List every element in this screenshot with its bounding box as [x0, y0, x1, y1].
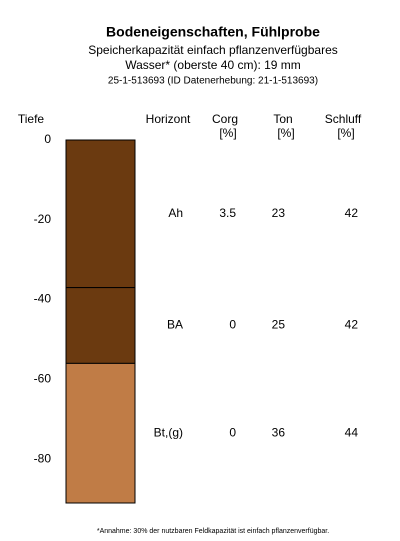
chart-title: Bodeneigenschaften, Fühlprobe [106, 24, 320, 40]
corg-value: 0 [229, 425, 236, 439]
column-header: Ton [273, 112, 292, 126]
horizon-label: Ah [168, 206, 183, 220]
column-unit: [%] [219, 126, 236, 140]
schluff-value: 42 [345, 206, 359, 220]
column-unit: [%] [277, 126, 294, 140]
column-unit: [%] [337, 126, 354, 140]
corg-value: 3.5 [219, 206, 236, 220]
schluff-value: 44 [345, 425, 359, 439]
y-tick-label: -20 [34, 212, 52, 226]
y-tick-label: -40 [34, 292, 52, 306]
soil-layer [65, 139, 136, 289]
column-header: Corg [212, 112, 238, 126]
footnote: *Annahme: 30% der nutzbaren Feldkapazitä… [97, 528, 329, 535]
y-tick-label: -80 [34, 451, 52, 465]
horizon-label: Bt,(g) [154, 425, 183, 439]
ton-value: 36 [272, 425, 286, 439]
y-axis-label: Tiefe [18, 112, 45, 126]
schluff-value: 42 [345, 318, 359, 332]
ton-value: 23 [272, 206, 286, 220]
horizon-label: BA [167, 318, 183, 332]
soil-layer [65, 287, 136, 364]
subtitle: 25-1-513693 (ID Datenerhebung: 21-1-5136… [108, 76, 318, 87]
ton-value: 25 [272, 318, 286, 332]
column-header: Horizont [146, 112, 191, 126]
y-tick-label: -60 [34, 372, 52, 386]
subtitle: Speicherkapazität einfach pflanzenverfüg… [88, 43, 338, 57]
soil-layer [65, 362, 136, 504]
column-header: Schluff [325, 112, 362, 126]
corg-value: 0 [229, 318, 236, 332]
y-tick-label: 0 [44, 132, 51, 146]
subtitle: Wasser* (oberste 40 cm): 19 mm [125, 58, 301, 72]
